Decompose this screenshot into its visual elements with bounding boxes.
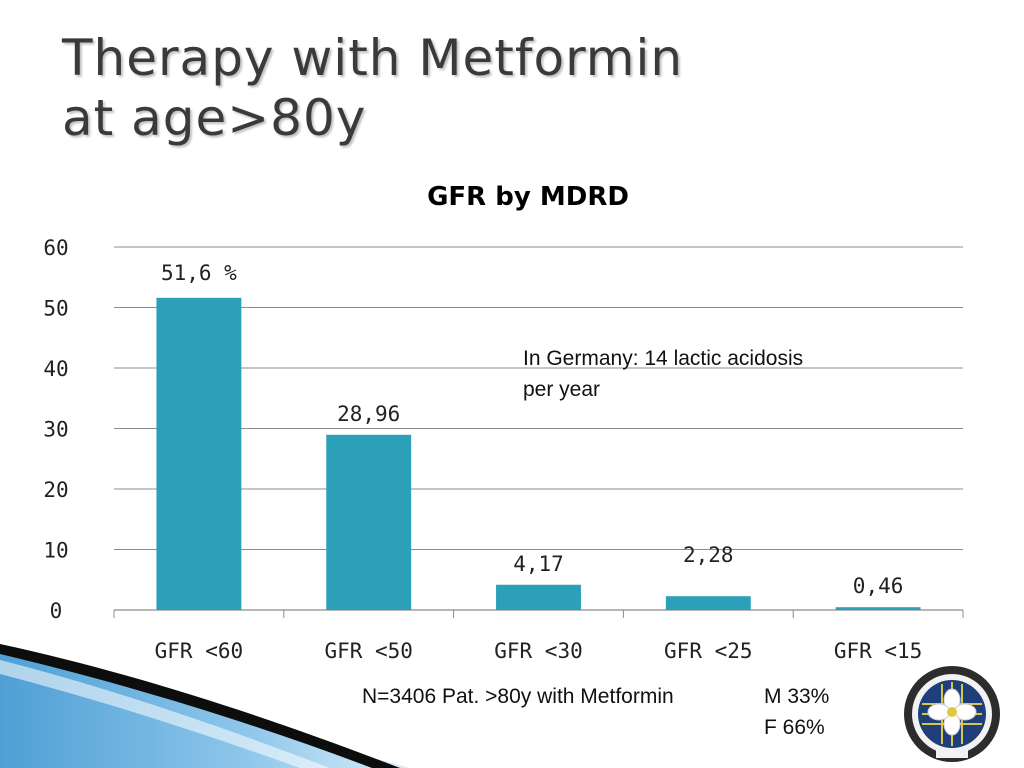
y-tick-label: 40	[43, 357, 68, 381]
sex-distribution: M 33% F 66%	[764, 681, 829, 743]
footer-sample-size: N=3406 Pat. >80y with Metformin	[362, 685, 674, 708]
x-category-label: GFR <30	[494, 639, 583, 663]
sex-male: M 33%	[764, 685, 830, 708]
data-label: 51,6 %	[161, 261, 237, 285]
chart-title: GFR by MDRD	[427, 182, 629, 212]
data-label: 28,96	[337, 402, 400, 426]
y-tick-label: 0	[50, 599, 63, 623]
bar	[835, 607, 921, 610]
y-tick-label: 50	[43, 297, 68, 321]
bar	[665, 596, 751, 610]
slide-title: Therapy with Metformin at age>80y	[62, 28, 683, 148]
iagg-logo	[904, 666, 1000, 762]
germany-note-line-2: per year	[523, 378, 601, 401]
slide-title-line-2: at age>80y	[62, 89, 367, 147]
bar	[496, 584, 581, 610]
decorative-corner-swoosh	[0, 644, 410, 768]
data-label: 4,17	[513, 552, 564, 576]
data-label: 2,28	[683, 543, 734, 567]
data-label: 0,46	[853, 574, 904, 598]
x-category-label: GFR <60	[155, 639, 244, 663]
y-tick-label: 60	[43, 236, 68, 260]
x-category-label: GFR <15	[834, 639, 923, 663]
slide-title-line-1: Therapy with Metformin	[62, 29, 684, 87]
germany-note-line-1: In Germany: 14 lactic acidosis	[523, 347, 804, 370]
bar	[156, 297, 242, 610]
y-tick-label: 10	[43, 539, 68, 563]
germany-note: In Germany: 14 lactic acidosis per year	[523, 343, 803, 405]
sex-female: F 66%	[764, 716, 825, 739]
y-tick-label: 30	[43, 418, 68, 442]
y-tick-label: 20	[43, 478, 68, 502]
x-category-label: GFR <50	[324, 639, 413, 663]
bar	[326, 434, 412, 610]
x-category-label: GFR <25	[664, 639, 753, 663]
